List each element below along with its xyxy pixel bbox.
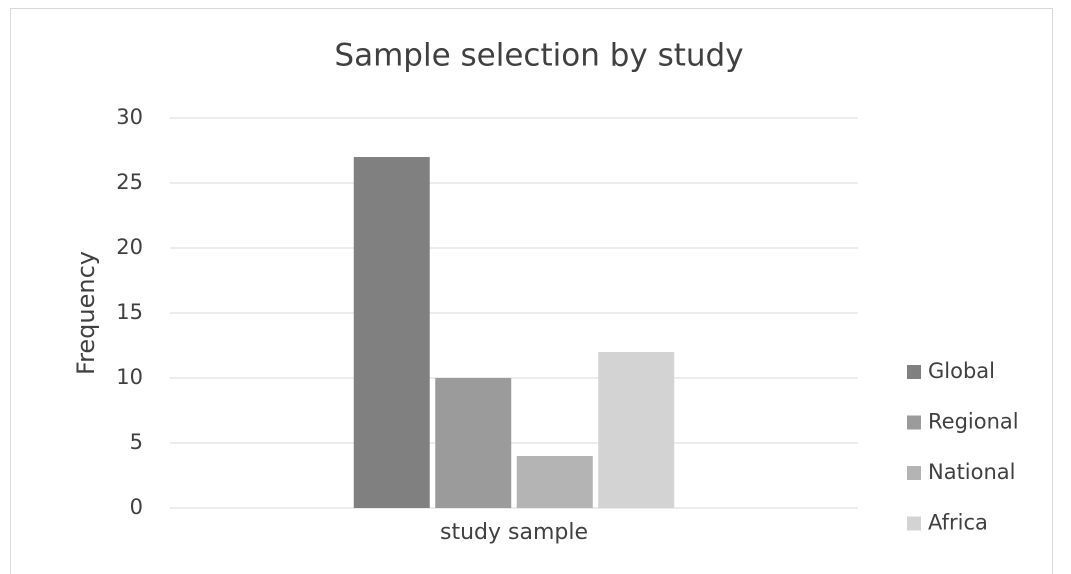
y-tick-label: 5 <box>130 430 143 454</box>
y-tick-label: 15 <box>116 300 143 324</box>
y-tick-label: 10 <box>116 365 143 389</box>
y-tick-label: 30 <box>116 105 143 129</box>
y-tick-label: 20 <box>116 235 143 259</box>
legend-label: Global <box>928 359 995 383</box>
x-tick-label: study sample <box>440 520 588 545</box>
legend-label: Africa <box>928 511 988 535</box>
y-axis-label: Frequency <box>72 251 100 375</box>
legend-swatch <box>907 415 921 430</box>
legend-swatch <box>907 466 921 480</box>
y-tick-label: 25 <box>116 170 143 194</box>
bar <box>435 378 512 508</box>
bar <box>516 456 593 508</box>
chart-title: Sample selection by study <box>334 38 743 74</box>
legend-swatch <box>907 516 921 531</box>
legend-swatch <box>907 365 921 379</box>
legend-label: National <box>928 460 1016 484</box>
y-tick-label: 0 <box>130 495 143 519</box>
legend-label: Regional <box>928 410 1019 434</box>
bar <box>353 157 430 508</box>
bar <box>598 352 675 508</box>
